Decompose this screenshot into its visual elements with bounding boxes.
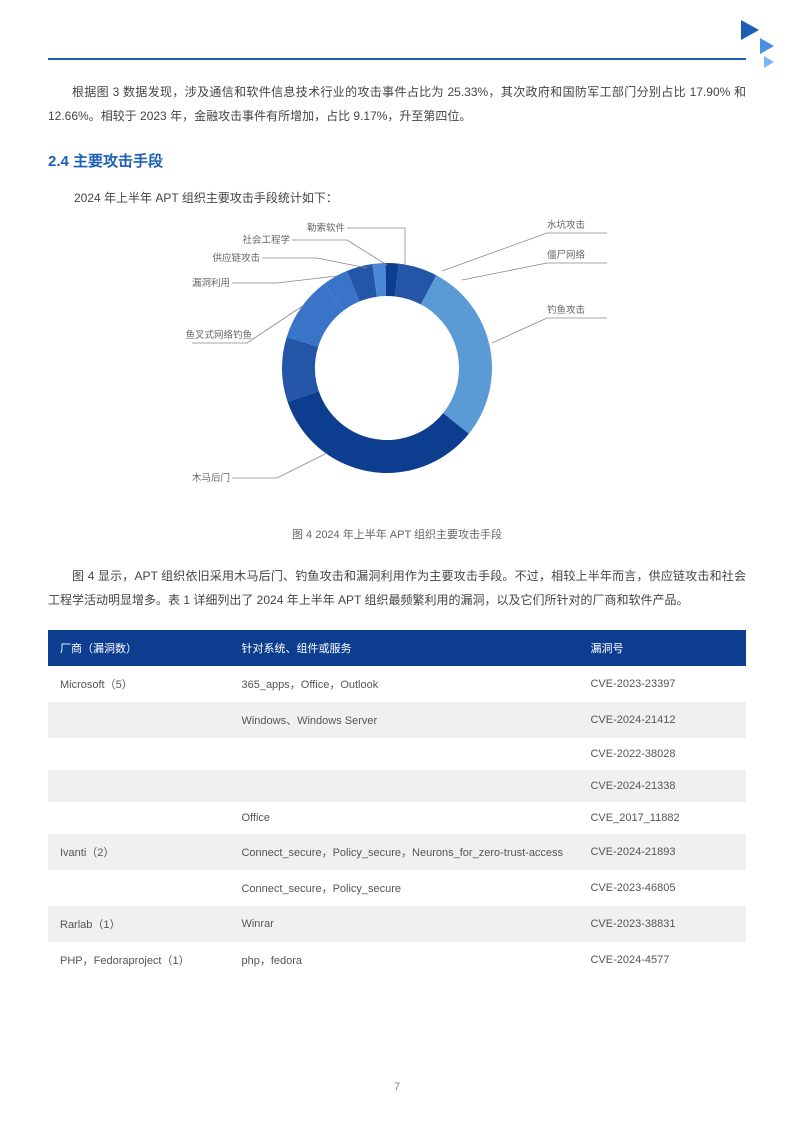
leader-line xyxy=(492,318,607,343)
leader-line xyxy=(292,240,387,265)
slice-label: 钓鱼攻击 xyxy=(547,304,585,316)
section-title: 2.4 主要攻击手段 xyxy=(48,150,746,171)
slice-label: 社会工程学 xyxy=(242,234,290,246)
leader-line xyxy=(347,228,405,264)
table-header: 针对系统、组件或服务 xyxy=(229,630,578,666)
top-divider xyxy=(48,58,746,60)
table-header: 厂商（漏洞数） xyxy=(48,630,229,666)
leader-line xyxy=(262,258,367,268)
table-row: CVE-2024-21338 xyxy=(48,770,746,802)
intro-paragraph: 根据图 3 数据发现，涉及通信和软件信息技术行业的攻击事件占比为 25.33%，… xyxy=(48,80,746,128)
table-row: OfficeCVE_2017_11882 xyxy=(48,802,746,834)
donut-slice xyxy=(282,337,319,402)
table-header: 漏洞号 xyxy=(578,630,746,666)
chart-intro: 2024 年上半年 APT 组织主要攻击手段统计如下： xyxy=(74,189,746,206)
donut-slice xyxy=(421,275,492,434)
slice-label: 勒索软件 xyxy=(307,222,346,234)
chart-paragraph: 图 4 显示，APT 组织依旧采用木马后门、钓鱼攻击和漏洞利用作为主要攻击手段。… xyxy=(48,564,746,612)
chart-caption: 图 4 2024 年上半年 APT 组织主要攻击手段 xyxy=(48,526,746,542)
vulnerability-table: 厂商（漏洞数）针对系统、组件或服务漏洞号 Microsoft（5）365_app… xyxy=(48,630,746,978)
slice-label: 水坑攻击 xyxy=(547,219,585,231)
slice-label: 僵尸网络 xyxy=(547,249,586,261)
table-row: CVE-2022-38028 xyxy=(48,738,746,770)
table-row: Rarlab（1）WinrarCVE-2023-38831 xyxy=(48,906,746,942)
page-number: 7 xyxy=(0,1081,794,1093)
leader-line xyxy=(232,276,337,283)
donut-chart: 钓鱼攻击 僵尸网络 水坑攻击 勒索软件社会工程学供应链攻击漏洞利用鱼叉式网络钓鱼木马后… xyxy=(48,218,746,518)
slice-label: 供应链攻击 xyxy=(212,252,260,264)
slice-label: 漏洞利用 xyxy=(192,277,230,289)
table-row: Connect_secure，Policy_secureCVE-2023-468… xyxy=(48,870,746,906)
donut-slice xyxy=(288,391,469,473)
slice-label: 鱼叉式网络钓鱼 xyxy=(185,329,252,341)
leader-line xyxy=(232,453,327,478)
table-row: Ivanti（2）Connect_secure，Policy_secure，Ne… xyxy=(48,834,746,870)
leader-line xyxy=(462,263,607,280)
table-row: Microsoft（5）365_apps，Office，OutlookCVE-2… xyxy=(48,666,746,702)
table-row: Windows、Windows ServerCVE-2024-21412 xyxy=(48,702,746,738)
slice-label: 木马后门 xyxy=(192,472,230,484)
table-row: PHP，Fedoraproject（1）php，fedoraCVE-2024-4… xyxy=(48,942,746,978)
